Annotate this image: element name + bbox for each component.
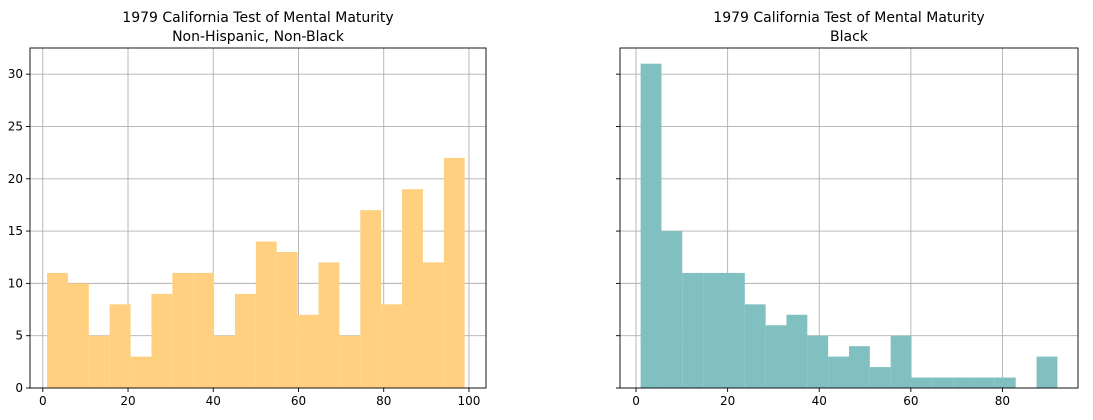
histogram-bar	[255, 241, 277, 388]
histogram-bar	[807, 335, 829, 388]
histogram-black: 1979 California Test of Mental Maturity …	[616, 10, 1079, 408]
histogram-bar	[661, 231, 683, 388]
histogram-bar	[67, 283, 89, 388]
x-tick-label: 60	[291, 394, 306, 408]
histogram-bar	[47, 272, 68, 388]
y-tick-label: 25	[8, 119, 23, 133]
histogram-bar	[172, 272, 194, 388]
histogram-bar	[828, 356, 849, 388]
histogram-bar	[744, 304, 766, 388]
histogram-bar	[339, 335, 361, 388]
histogram-bar	[640, 63, 662, 388]
chart-title-line1: 1979 California Test of Mental Maturity	[713, 10, 984, 26]
histogram-bar	[869, 367, 891, 388]
plot-frame	[619, 47, 1079, 389]
histogram-bar	[381, 304, 403, 388]
x-tick-label: 0	[39, 394, 47, 408]
histogram-bar	[443, 157, 465, 388]
chart-title-line2: Non-Hispanic, Non-Black	[172, 29, 345, 45]
y-tick-label: 0	[15, 381, 23, 395]
chart-title-line2: Black	[830, 29, 869, 45]
x-tick-label: 100	[458, 394, 481, 408]
histogram-bar	[994, 377, 1016, 388]
histogram-bar	[402, 189, 423, 388]
histogram-bar	[422, 262, 444, 388]
histogram-bar	[297, 314, 319, 388]
x-tick-label: 20	[120, 394, 135, 408]
histogram-bar	[953, 377, 975, 388]
histogram-bar	[723, 272, 745, 388]
x-tick-label: 20	[720, 394, 735, 408]
y-tick-label: 30	[8, 67, 23, 81]
histogram-bar	[974, 377, 995, 388]
histogram-bar	[911, 377, 933, 388]
histogram-bar	[109, 304, 131, 388]
histogram-bar	[360, 210, 382, 388]
histogram-bar	[890, 335, 912, 388]
histogram-non-hispanic-non-black: 1979 California Test of Mental Maturity …	[8, 10, 487, 408]
x-tick-label: 80	[995, 394, 1010, 408]
histogram-bar	[318, 262, 340, 388]
y-tick-label: 15	[8, 224, 23, 238]
y-tick-label: 10	[8, 276, 23, 290]
x-tick-label: 40	[206, 394, 221, 408]
histogram-bar	[932, 377, 954, 388]
histogram-bar	[682, 272, 704, 388]
x-tick-label: 40	[812, 394, 827, 408]
histogram-bar	[130, 356, 152, 388]
histogram-bar	[849, 346, 870, 388]
histogram-bar	[193, 272, 215, 388]
histogram-bar	[765, 325, 787, 388]
y-tick-label: 5	[15, 329, 23, 343]
x-tick-label: 80	[376, 394, 391, 408]
histogram-bar	[786, 314, 808, 388]
histogram-bar	[703, 272, 724, 388]
histogram-bar	[214, 335, 235, 388]
histogram-bar	[276, 252, 298, 388]
histogram-bar	[88, 335, 110, 388]
x-tick-label: 60	[903, 394, 918, 408]
histogram-bar	[1036, 356, 1058, 388]
y-tick-label: 20	[8, 172, 23, 186]
x-tick-label: 0	[632, 394, 640, 408]
histogram-bar	[234, 293, 256, 388]
plot-frame	[29, 47, 487, 389]
chart-title-line1: 1979 California Test of Mental Maturity	[122, 10, 393, 26]
histogram-bar	[151, 293, 173, 388]
